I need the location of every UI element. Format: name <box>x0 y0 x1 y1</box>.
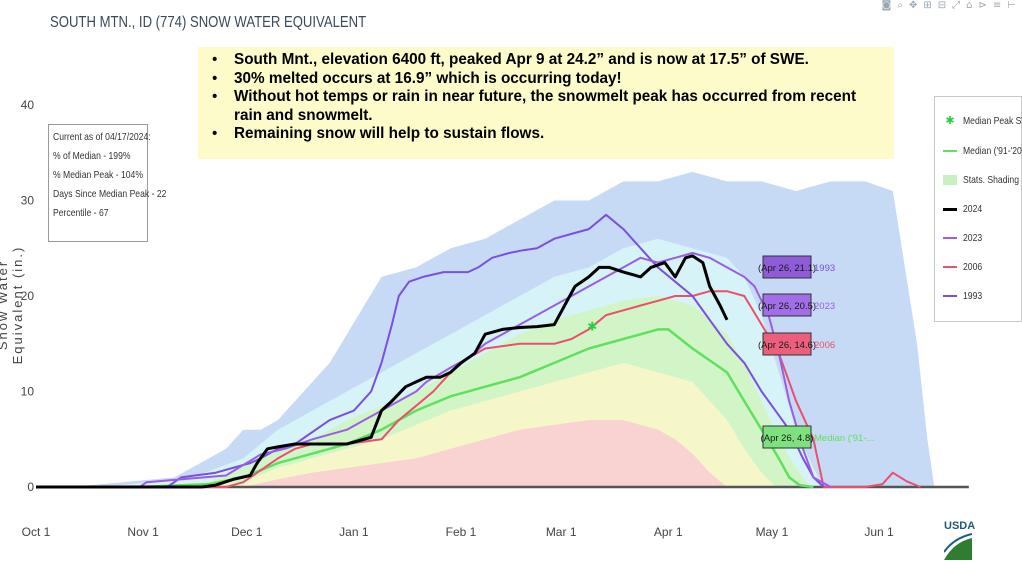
note-bullet: 30% melted occurs at 16.9” which is occu… <box>234 70 886 89</box>
callout-label: (Apr 26, 4.8) <box>761 433 814 444</box>
x-tick-label: Oct 1 <box>22 525 51 539</box>
legend-item-median[interactable]: Median ('91-'20) <box>935 141 1022 161</box>
usda-logo-icon <box>944 532 972 562</box>
x-tick-label: Feb 1 <box>446 525 477 539</box>
line-swatch-icon <box>943 203 957 215</box>
y-tick-label: 40 <box>21 98 35 112</box>
fill-swatch-icon <box>943 174 957 186</box>
legend-item-1993[interactable]: 1993 <box>935 286 1022 306</box>
y-tick-label: 10 <box>21 385 35 399</box>
callout-series-name: 1993 <box>814 263 835 274</box>
callout-label: (Apr 26, 14.6) <box>758 340 816 351</box>
x-tick-label: Apr 1 <box>654 525 683 539</box>
callout-series-name: 2023 <box>814 301 835 312</box>
legend-item-2006[interactable]: 2006 <box>935 257 1022 277</box>
chart-legend: ✱ Median Peak SWE Median ('91-'20) Stats… <box>934 96 1022 322</box>
callout-series-name: Median ('91-... <box>814 433 874 444</box>
line-swatch-icon <box>943 145 957 157</box>
legend-item-stats[interactable]: Stats. Shading <box>935 170 1022 190</box>
median-peak-marker: ✱ <box>587 320 597 334</box>
stats-days-since-peak: Days Since Median Peak - 22 <box>53 185 127 204</box>
annotation-note-box: South Mnt., elevation 6400 ft, peaked Ap… <box>198 47 894 159</box>
stats-pct-median-peak: % Median Peak - 104% <box>53 166 127 185</box>
star-marker-icon: ✱ <box>943 115 957 127</box>
x-tick-label: Nov 1 <box>127 525 159 539</box>
x-tick-label: Dec 1 <box>231 525 263 539</box>
x-tick-label: Jun 1 <box>864 525 894 539</box>
x-tick-label: May 1 <box>756 525 789 539</box>
line-swatch-icon <box>943 232 957 244</box>
note-bullet: South Mnt., elevation 6400 ft, peaked Ap… <box>234 51 886 70</box>
line-swatch-icon <box>943 261 957 273</box>
legend-item-2023[interactable]: 2023 <box>935 228 1022 248</box>
y-tick-label: 30 <box>21 194 35 208</box>
x-tick-label: Jan 1 <box>339 525 369 539</box>
y-axis-label: Snow Water Equivalent (in.) <box>0 225 25 385</box>
stats-pct-median: % of Median - 199% <box>53 147 127 166</box>
callout-label: (Apr 26, 21.1) <box>758 263 816 274</box>
legend-item-median-peak[interactable]: ✱ Median Peak SWE <box>935 111 1022 131</box>
x-tick-label: Mar 1 <box>546 525 577 539</box>
note-bullet: Without hot temps or rain in near future… <box>234 88 886 125</box>
callout-series-name: 2006 <box>814 340 835 351</box>
callout-label: (Apr 26, 20.5) <box>758 301 816 312</box>
line-swatch-icon <box>943 290 957 302</box>
stats-percentile: Percentile - 67 <box>53 204 127 223</box>
stats-as-of: Current as of 04/17/2024: <box>53 128 127 147</box>
y-tick-label: 0 <box>27 480 34 494</box>
note-bullet: Remaining snow will help to sustain flow… <box>234 125 886 144</box>
usda-logo: USDA <box>944 520 972 568</box>
legend-item-2024[interactable]: 2024 <box>935 199 1022 219</box>
current-stats-box: Current as of 04/17/2024: % of Median - … <box>48 124 148 242</box>
